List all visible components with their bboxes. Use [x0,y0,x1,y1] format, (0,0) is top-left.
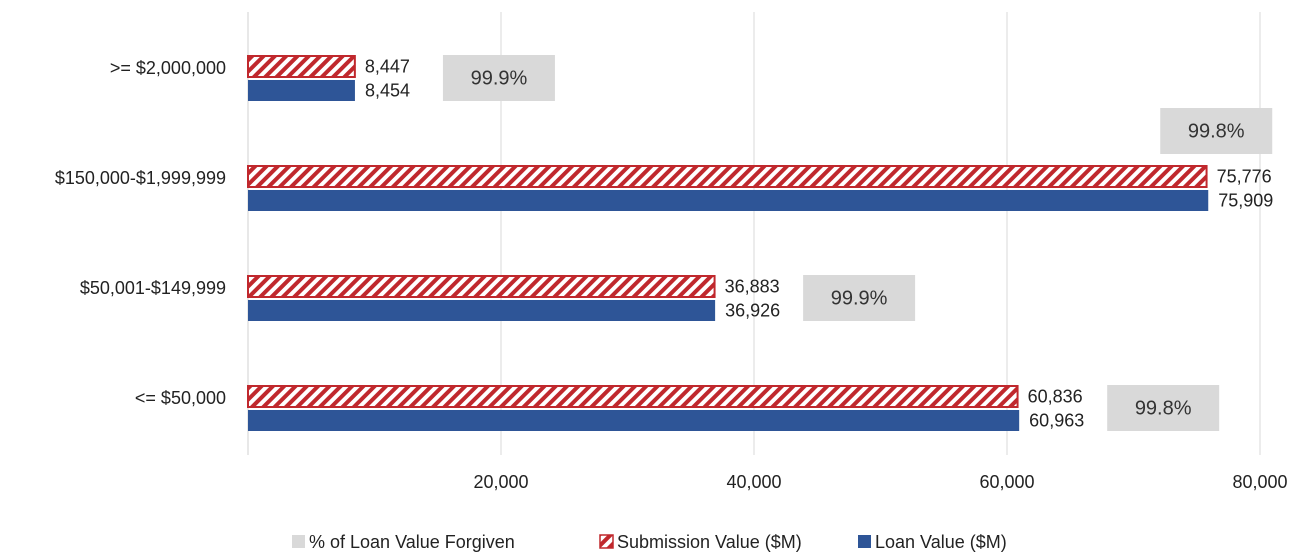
x-tick-label: 20,000 [473,472,528,492]
percent-label: 99.8% [1188,120,1245,142]
percent-box [1160,108,1273,154]
percent-box [442,55,555,101]
legend-label: % of Loan Value Forgiven [309,532,515,552]
percent-label: 99.9% [831,287,888,309]
x-tick-label: 60,000 [979,472,1034,492]
x-tick-label: 40,000 [726,472,781,492]
value-label: 75,909 [1218,190,1273,210]
bar [247,275,716,298]
legend-label: Submission Value ($M) [617,532,802,552]
y-tick-label: $50,001-$149,999 [80,278,226,298]
value-label: 8,447 [365,56,410,76]
bar [248,410,1020,431]
x-tick-label: 80,000 [1232,472,1287,492]
percent-box [1107,385,1220,431]
legend-swatch [858,535,871,548]
value-label: 36,926 [725,300,780,320]
value-label: 36,883 [725,276,780,296]
y-tick-label: <= $50,000 [135,388,226,408]
value-label: 75,776 [1217,166,1272,186]
value-label: 60,836 [1028,386,1083,406]
y-tick-label: >= $2,000,000 [110,58,226,78]
legend-swatch [599,534,614,549]
bar [247,165,1208,188]
percent-box [803,275,916,321]
value-label: 8,454 [365,80,410,100]
bar [247,55,356,78]
legend-label: Loan Value ($M) [875,532,1007,552]
y-tick-label: $150,000-$1,999,999 [55,168,226,188]
percent-label: 99.8% [1135,397,1192,419]
bar [247,385,1019,408]
bar [248,80,355,101]
value-label: 60,963 [1029,410,1084,430]
bar [248,300,716,321]
percent-label: 99.9% [471,67,528,89]
bar [248,190,1209,211]
legend-swatch [292,535,305,548]
